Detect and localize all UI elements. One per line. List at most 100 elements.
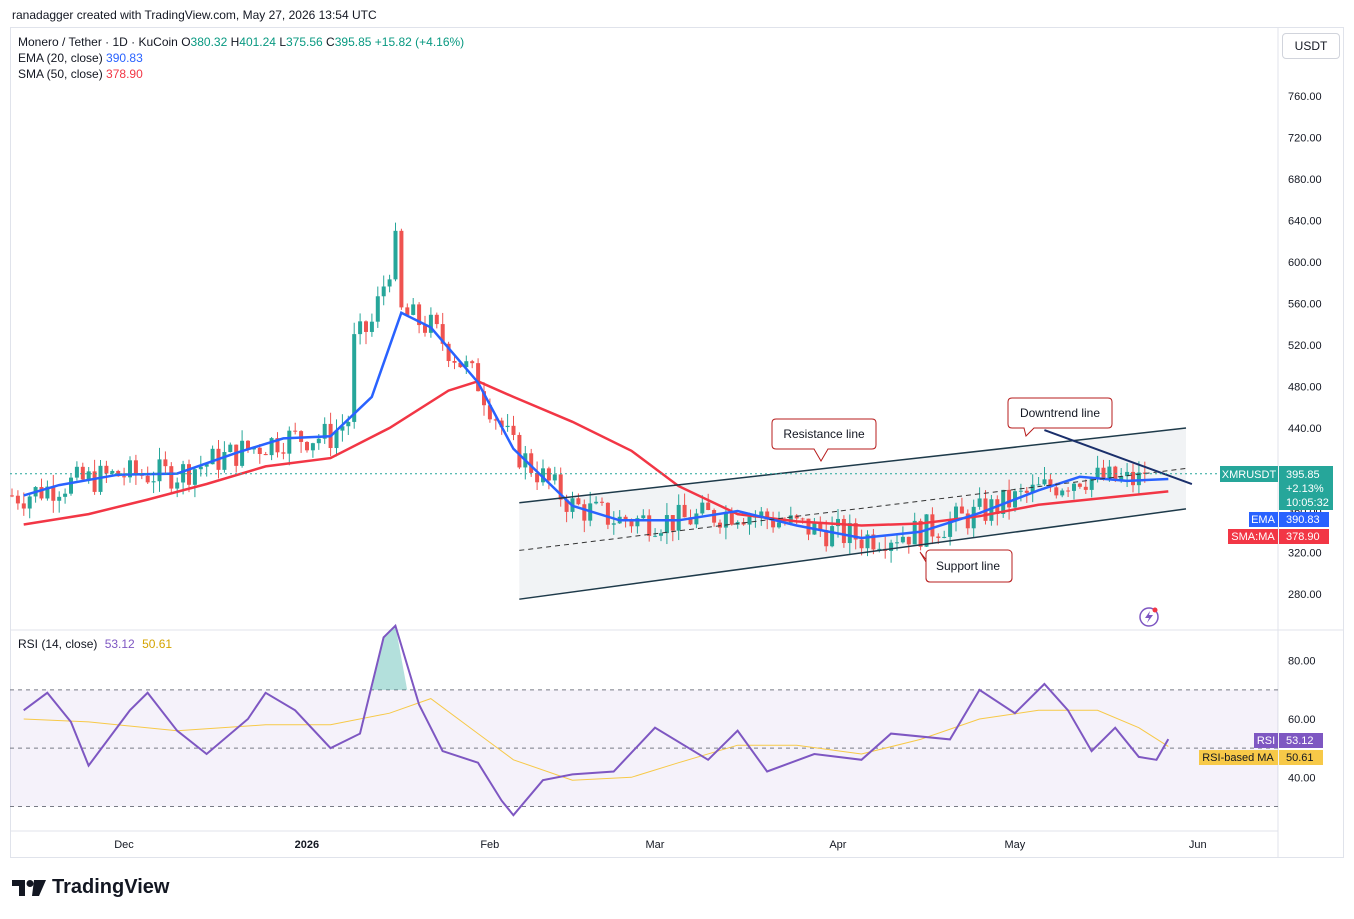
candle-body: [1125, 471, 1130, 477]
price-tick-label: 520.00: [1288, 340, 1322, 352]
candle-body: [930, 514, 935, 537]
candle-body: [334, 430, 339, 449]
candle-body: [452, 361, 457, 363]
candle-body: [605, 502, 610, 525]
support-callout-text: Support line: [936, 559, 1000, 573]
tradingview-logo[interactable]: TradingView: [12, 876, 169, 899]
candle-body: [847, 523, 852, 544]
candle-body: [1119, 476, 1124, 481]
candle-body: [712, 510, 717, 523]
chart-frame: [10, 27, 1344, 858]
candle-body: [906, 536, 911, 545]
candle-body: [257, 447, 262, 455]
candle-body: [476, 363, 481, 392]
candle-body: [611, 523, 616, 525]
candle-body: [352, 334, 357, 422]
lightning-icon[interactable]: [1139, 607, 1159, 627]
ema-price-tag: EMA 390.83: [1249, 512, 1329, 527]
symbol-legend[interactable]: Monero / Tether · 1D · KuCoin O380.32 H4…: [18, 34, 464, 50]
rsi-tick-label: 80.00: [1288, 656, 1316, 668]
rsi-price-tag: RSI 53.12: [1254, 733, 1323, 748]
candle-body: [747, 516, 752, 525]
price-tick-label: 440.00: [1288, 423, 1322, 435]
candle-body: [1036, 484, 1041, 486]
candle-body: [228, 444, 233, 453]
candle-body: [157, 459, 162, 482]
candle-body: [1030, 484, 1035, 493]
sma-value-text: 378.90: [1286, 531, 1320, 543]
candle-body: [1072, 483, 1076, 491]
candle-body: [853, 523, 858, 540]
rsi-legend[interactable]: RSI (14, close) 53.12 50.61: [18, 636, 172, 652]
candle-body: [1083, 486, 1088, 490]
candle-body: [80, 466, 85, 480]
candle-body: [346, 421, 351, 427]
ema-value-text: 390.83: [1286, 514, 1320, 526]
candle-body: [529, 453, 534, 473]
high-label: H: [230, 35, 240, 49]
rsi-tick-label: 40.00: [1288, 772, 1316, 784]
candle-body: [192, 469, 197, 485]
support-callout[interactable]: Support line: [919, 549, 1013, 583]
candle-body: [582, 504, 587, 521]
sma-legend[interactable]: SMA (50, close) 378.90: [18, 66, 143, 82]
candle-body: [499, 420, 504, 428]
candle-body: [263, 454, 268, 456]
candle-body: [458, 362, 463, 368]
candle-body: [163, 459, 168, 467]
candle-body: [27, 496, 32, 509]
time-tick-label: Feb: [480, 839, 499, 851]
downtrend-callout[interactable]: Downtrend line: [1007, 397, 1113, 437]
candle-body: [51, 486, 56, 501]
candle-body: [464, 361, 469, 368]
trend-lines: [10, 427, 1278, 600]
candle-body: [316, 438, 321, 444]
sma-tag-text: SMA:MA: [1231, 531, 1275, 543]
currency-button[interactable]: USDT: [1282, 33, 1340, 59]
candle-body: [818, 521, 823, 531]
candle-body: [411, 304, 416, 315]
candlestick-series: [10, 222, 1147, 563]
candle-body: [564, 499, 569, 512]
time-tick-label: May: [1005, 839, 1026, 851]
candle-body: [145, 475, 150, 483]
time-tick-label: Mar: [646, 839, 665, 851]
candle-body: [1001, 489, 1006, 514]
candle-body: [1089, 477, 1094, 490]
time-tick-label: 2026: [295, 839, 319, 851]
candle-body: [234, 444, 239, 466]
candle-body: [535, 472, 540, 483]
rsi-ma-tag-text: RSI-based MA: [1202, 752, 1274, 764]
candle-body: [576, 498, 581, 505]
candle-body: [358, 321, 363, 335]
candle-body: [310, 443, 315, 451]
price-tick-label: 480.00: [1288, 382, 1322, 394]
price-tick-label: 680.00: [1288, 174, 1322, 186]
candle-body: [281, 452, 286, 454]
sma-price-tag: SMA:MA 378.90: [1228, 529, 1329, 544]
rsi-legend-value: 53.12: [104, 637, 135, 651]
candle-body: [659, 533, 663, 536]
close-label: C: [326, 35, 335, 49]
tradingview-logo-icon: [12, 879, 46, 896]
candle-body: [187, 464, 191, 485]
candle-body: [918, 520, 923, 547]
candle-body: [664, 515, 669, 534]
candle-body: [641, 515, 646, 519]
resistance-callout[interactable]: Resistance line: [771, 418, 877, 462]
ema-20-line: [23, 311, 1169, 540]
candle-body: [322, 423, 327, 439]
candle-body: [729, 511, 734, 525]
candle-body: [1095, 467, 1100, 478]
candle-body: [305, 441, 309, 451]
candle-body: [15, 495, 20, 504]
candle-body: [1131, 471, 1135, 486]
price-tag-pct: +2.13%: [1286, 483, 1324, 495]
candle-body: [369, 321, 374, 332]
ema-legend[interactable]: EMA (20, close) 390.83: [18, 50, 143, 66]
candle-body: [954, 506, 958, 521]
sma-legend-label: SMA (50, close): [18, 67, 103, 81]
candle-body: [647, 515, 652, 536]
candle-body: [552, 474, 557, 481]
